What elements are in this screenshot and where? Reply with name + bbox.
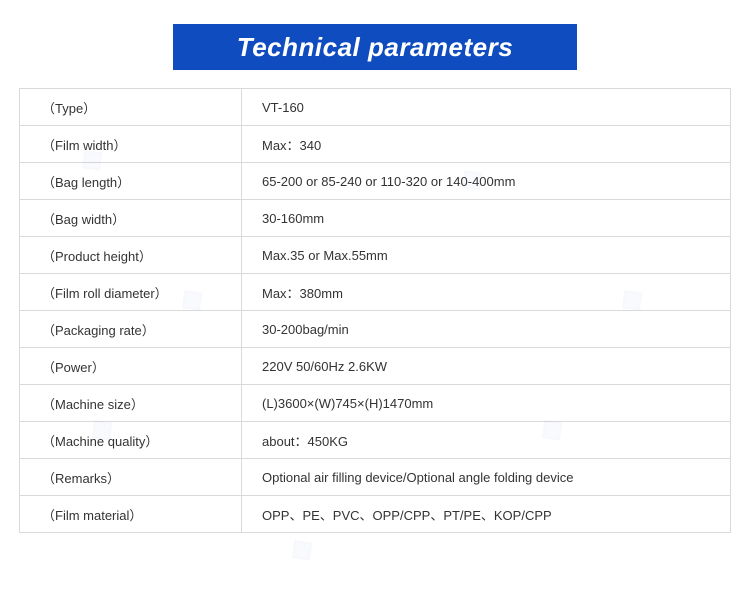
table-row: （Product height）Max.35 or Max.55mm	[20, 237, 731, 274]
param-value: Max：340	[242, 126, 731, 163]
param-label: （Power）	[20, 348, 242, 385]
table-row: （Bag length）65-200 or 85-240 or 110-320 …	[20, 163, 731, 200]
table-row: （Film roll diameter）Max：380mm	[20, 274, 731, 311]
param-value: 65-200 or 85-240 or 110-320 or 140-400mm	[242, 163, 731, 200]
table-row: （Bag width）30-160mm	[20, 200, 731, 237]
title-banner: Technical parameters	[173, 24, 577, 70]
table-row: （Power）220V 50/60Hz 2.6KW	[20, 348, 731, 385]
table-row: （Film width）Max：340	[20, 126, 731, 163]
table-row: （Packaging rate）30-200bag/min	[20, 311, 731, 348]
param-value: 220V 50/60Hz 2.6KW	[242, 348, 731, 385]
param-label: （Product height）	[20, 237, 242, 274]
param-value: Optional air filling device/Optional ang…	[242, 459, 731, 496]
parameters-table-body: （Type）VT-160（Film width）Max：340（Bag leng…	[20, 89, 731, 533]
param-label: （Remarks）	[20, 459, 242, 496]
param-value: about：450KG	[242, 422, 731, 459]
param-label: （Film width）	[20, 126, 242, 163]
param-label: （Machine quality）	[20, 422, 242, 459]
param-value: Max.35 or Max.55mm	[242, 237, 731, 274]
table-row: （Remarks）Optional air filling device/Opt…	[20, 459, 731, 496]
param-value: (L)3600×(W)745×(H)1470mm	[242, 385, 731, 422]
param-value: 30-160mm	[242, 200, 731, 237]
param-label: （Bag length）	[20, 163, 242, 200]
param-value: VT-160	[242, 89, 731, 126]
param-value: Max：380mm	[242, 274, 731, 311]
table-row: （Machine quality）about：450KG	[20, 422, 731, 459]
title-text: Technical parameters	[237, 32, 513, 63]
param-label: （Machine size）	[20, 385, 242, 422]
param-label: （Packaging rate）	[20, 311, 242, 348]
table-row: （Machine size）(L)3600×(W)745×(H)1470mm	[20, 385, 731, 422]
param-value: OPP、PE、PVC、OPP/CPP、PT/PE、KOP/CPP	[242, 496, 731, 533]
param-label: （Film material）	[20, 496, 242, 533]
param-label: （Film roll diameter）	[20, 274, 242, 311]
table-row: （Film material）OPP、PE、PVC、OPP/CPP、PT/PE、…	[20, 496, 731, 533]
watermark-icon	[286, 540, 354, 608]
param-label: （Bag width）	[20, 200, 242, 237]
param-value: 30-200bag/min	[242, 311, 731, 348]
table-row: （Type）VT-160	[20, 89, 731, 126]
param-label: （Type）	[20, 89, 242, 126]
parameters-table: （Type）VT-160（Film width）Max：340（Bag leng…	[19, 88, 731, 533]
